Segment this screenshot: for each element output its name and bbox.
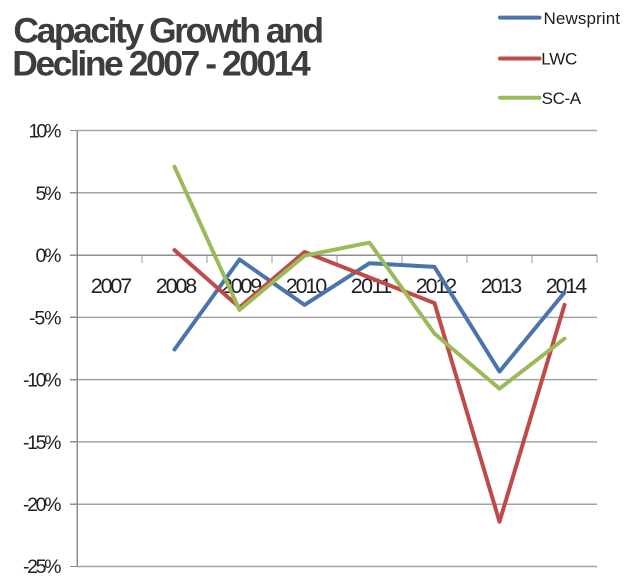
svg-text:2008: 2008 bbox=[156, 274, 197, 298]
svg-text:Newsprint: Newsprint bbox=[544, 9, 621, 28]
svg-text:2007: 2007 bbox=[91, 274, 132, 298]
svg-text:-10%: -10% bbox=[23, 370, 62, 392]
svg-text:-15%: -15% bbox=[23, 432, 62, 454]
svg-text:2013: 2013 bbox=[481, 274, 522, 298]
svg-text:-25%: -25% bbox=[23, 556, 62, 578]
svg-text:SC-A: SC-A bbox=[542, 89, 582, 108]
svg-text:0%: 0% bbox=[36, 245, 62, 267]
svg-text:LWC: LWC bbox=[541, 50, 577, 69]
svg-text:Capacity Growth and: Capacity Growth and bbox=[13, 10, 324, 50]
svg-text:10%: 10% bbox=[29, 121, 62, 143]
svg-text:2014: 2014 bbox=[546, 274, 587, 298]
svg-text:-5%: -5% bbox=[29, 307, 62, 329]
svg-text:Decline 2007 - 20014: Decline 2007 - 20014 bbox=[12, 44, 311, 84]
svg-text:-20%: -20% bbox=[23, 494, 62, 516]
svg-text:5%: 5% bbox=[36, 183, 62, 205]
